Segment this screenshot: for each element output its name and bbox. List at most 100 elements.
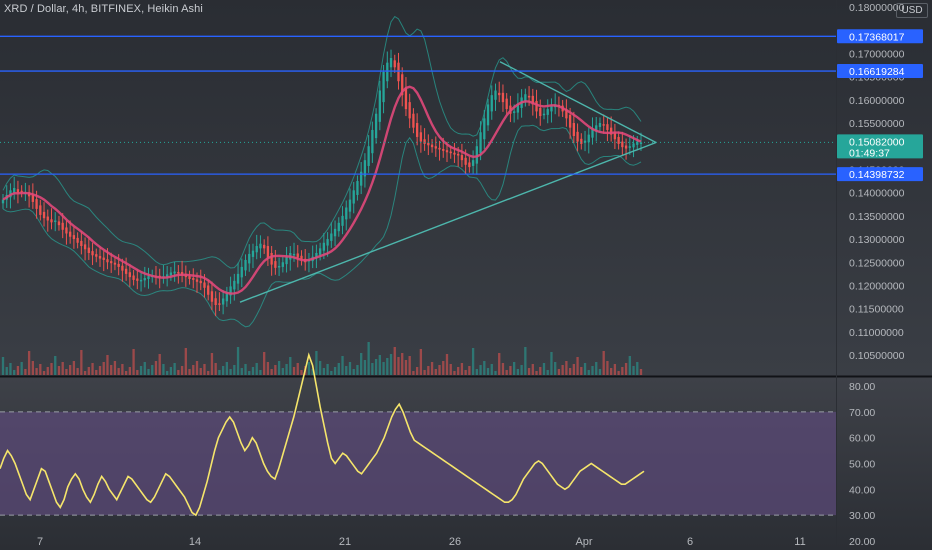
volume-bar: [337, 363, 340, 375]
volume-bar: [98, 366, 102, 375]
chart-title[interactable]: XRD / Dollar, 4h, BITFINEX, Heikin Ashi: [4, 3, 203, 15]
volume-bar: [348, 362, 352, 375]
candle-body: [91, 251, 94, 256]
candle-body: [46, 216, 49, 221]
volume-bar: [602, 351, 605, 375]
volume-bar: [24, 369, 27, 375]
volume-bar: [490, 364, 493, 375]
volume-bar: [158, 354, 161, 375]
candle-body: [83, 244, 87, 250]
candle-body: [397, 62, 400, 82]
upper-trendline: [499, 61, 657, 144]
volume-bar: [128, 367, 132, 375]
time-axis[interactable]: 7 14 21 26 Apr 6 11: [37, 536, 806, 548]
candle-body: [430, 144, 434, 148]
candle-body: [274, 261, 277, 268]
candle-body: [412, 113, 415, 128]
price-tick-label: 0.12500000: [849, 257, 905, 269]
volume-bar: [151, 365, 154, 375]
rsi-tick-label: 60.00: [849, 433, 875, 445]
candle-body: [277, 265, 281, 268]
candle-body: [229, 286, 232, 296]
candle-body: [42, 211, 46, 219]
candle-body: [565, 109, 568, 119]
horizontal-levels[interactable]: 0.17368017 0.16619284 0.14398732 0.15082000…: [0, 29, 923, 182]
moving-average: [2, 85, 642, 295]
candle-body: [378, 90, 381, 122]
volume-bar: [166, 371, 169, 375]
volume-bar: [363, 360, 367, 375]
volume-bar: [255, 363, 258, 375]
level-tag: [837, 64, 923, 79]
candle-body: [326, 239, 329, 246]
volume-bar: [263, 352, 266, 375]
candle-body: [632, 143, 635, 148]
volume-bar: [162, 364, 165, 375]
volume-bar: [229, 369, 232, 375]
volume-bar: [83, 371, 87, 375]
candle-body: [195, 279, 199, 282]
bollinger-lower: [2, 124, 642, 328]
volume-bar: [449, 364, 452, 375]
candle-body: [337, 222, 340, 232]
volume-bar: [509, 366, 512, 375]
volume-bar: [110, 365, 113, 375]
volume-bar: [251, 367, 255, 375]
volume-bar: [147, 369, 150, 375]
volume-bar: [322, 368, 326, 375]
candle-body: [207, 285, 210, 295]
volume-bar: [550, 352, 553, 375]
volume-bar: [464, 370, 467, 375]
volume-bar: [501, 363, 505, 375]
level-tag: [837, 29, 923, 44]
volume-bar: [468, 366, 471, 375]
candle-body: [367, 146, 370, 166]
candle-body: [568, 114, 572, 128]
volume-bar: [565, 361, 568, 375]
candle-body: [453, 152, 456, 155]
candle-body: [494, 90, 497, 100]
price-tick-label: 0.15500000: [849, 118, 905, 130]
candle-body: [300, 255, 303, 260]
candle-body: [166, 274, 169, 277]
rsi-tick-label: 20.00: [849, 536, 875, 548]
candle-body: [173, 271, 176, 274]
currency-button[interactable]: USD: [896, 3, 928, 18]
candle-body: [419, 132, 423, 142]
volume-bar: [289, 357, 292, 375]
candle-body: [296, 253, 299, 258]
triangle-trendlines[interactable]: [239, 61, 657, 303]
candle-body: [266, 246, 270, 258]
volume-bar: [132, 349, 135, 375]
candle-body: [539, 107, 542, 117]
candle-body: [363, 160, 367, 177]
volume-bar: [568, 368, 572, 375]
time-tick-label: 14: [189, 536, 201, 548]
volume-bar: [95, 370, 98, 375]
candle-body: [65, 227, 68, 234]
volume-bar: [374, 359, 378, 375]
candle-body: [255, 246, 258, 253]
volume-bar: [613, 364, 617, 375]
candle-body: [128, 272, 132, 278]
volume-bar: [69, 365, 72, 375]
candle-body: [348, 199, 352, 212]
candle-body: [512, 111, 516, 113]
volume-bar: [434, 369, 437, 375]
candle-body: [468, 162, 471, 168]
time-tick-label: 26: [449, 536, 461, 548]
volume-bar: [460, 363, 464, 375]
candle-body: [214, 298, 217, 305]
volume-bar: [266, 362, 270, 375]
volume-bar: [330, 371, 333, 375]
rsi-axis[interactable]: 80.00 70.00 60.00 50.00 40.00 30.00 20.00: [849, 381, 875, 548]
volume-bar: [39, 364, 42, 375]
volume-bar: [427, 366, 430, 375]
volume-bar: [345, 366, 348, 375]
volume-bar: [42, 371, 46, 375]
volume-bar: [236, 347, 240, 375]
volume-bar: [225, 362, 229, 375]
candle-body: [382, 71, 385, 103]
volume-bar: [277, 361, 281, 375]
